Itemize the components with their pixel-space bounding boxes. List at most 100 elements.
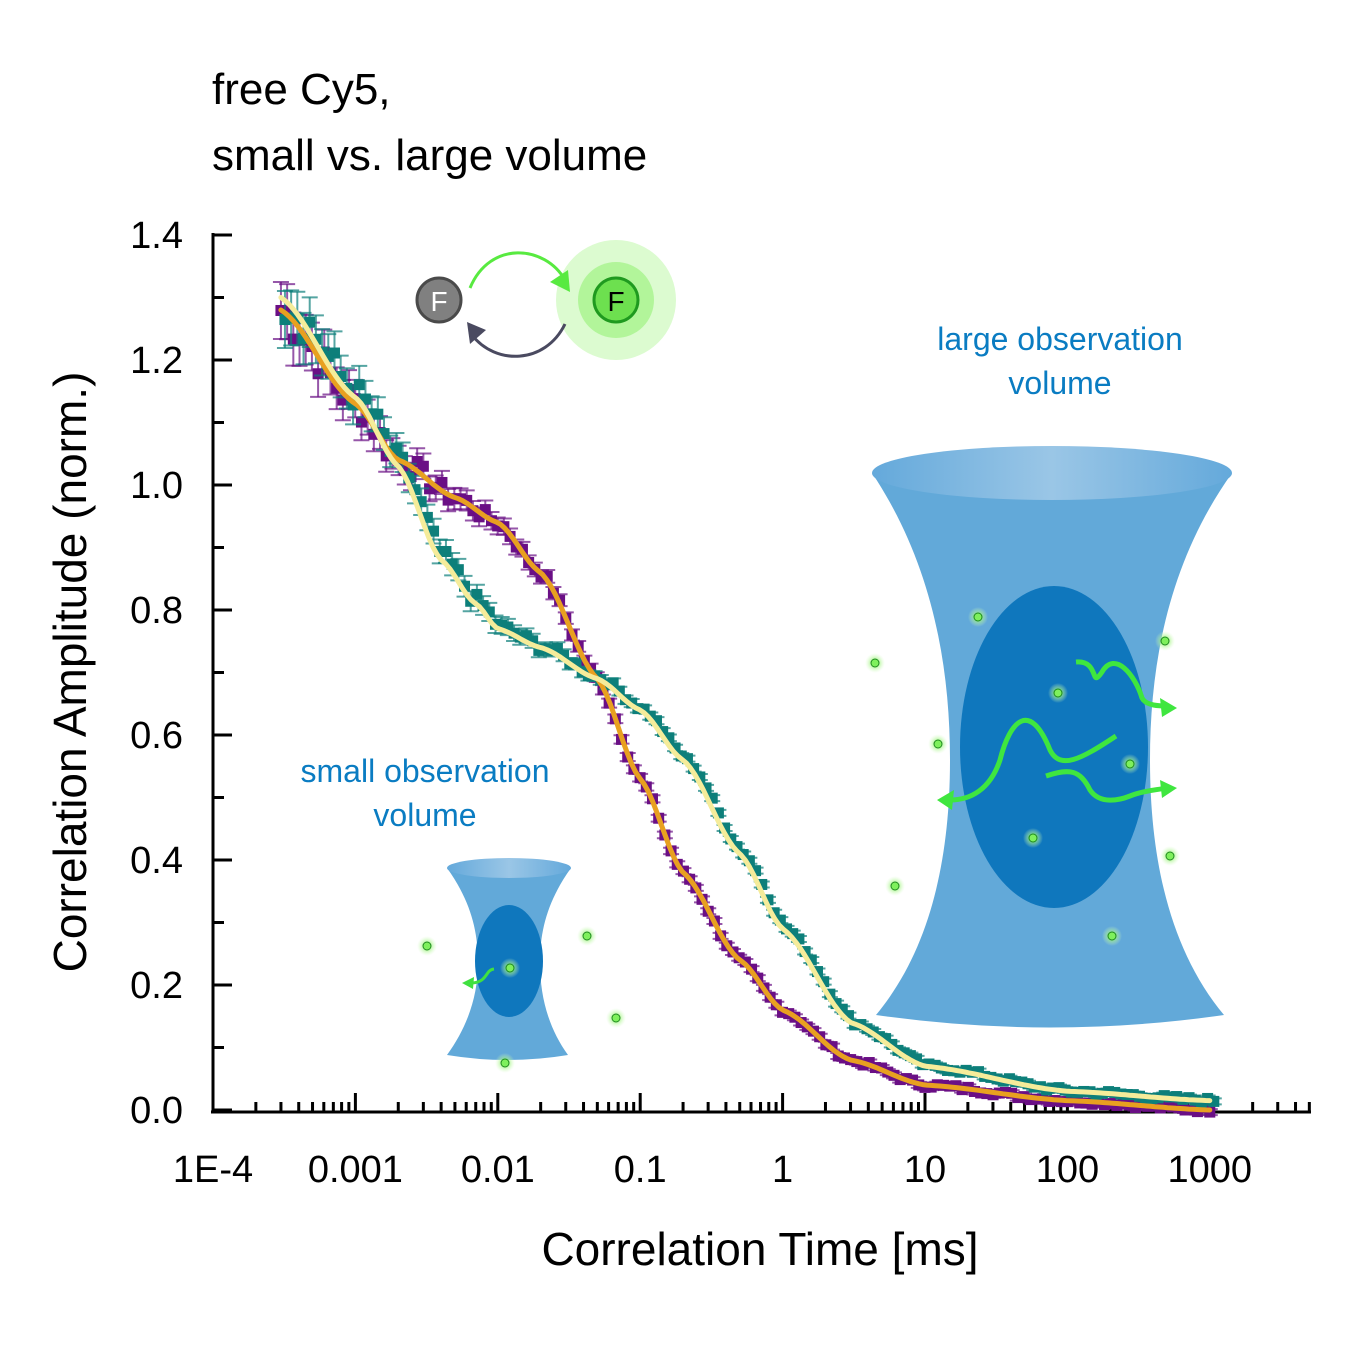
data-point <box>663 732 675 744</box>
data-point <box>467 505 479 517</box>
data-point <box>533 644 545 656</box>
large-arrowhead-3 <box>1160 780 1177 798</box>
fluorophore-molecule-core <box>500 1058 510 1068</box>
data-point <box>409 484 421 496</box>
data-point <box>657 726 669 738</box>
data-point <box>452 564 464 576</box>
large-volume-top <box>872 446 1232 500</box>
fit-line-large-volume <box>278 295 1213 1104</box>
data-point <box>459 580 471 592</box>
fluorophore-molecule-core <box>505 963 515 973</box>
y-axis-title: Correlation Amplitude (norm.) <box>44 372 96 973</box>
fluorophore-molecule-core <box>422 941 432 951</box>
fluorophore-blinking-diagram: F F <box>415 240 676 360</box>
data-point <box>399 464 411 476</box>
large-diffusion-path-3 <box>1045 769 1167 803</box>
x-tick-label: 0.01 <box>461 1149 535 1191</box>
data-point <box>842 1010 854 1022</box>
relaxation-arrow <box>470 323 567 358</box>
data-point <box>440 546 452 558</box>
data-point <box>811 966 823 978</box>
data-point <box>700 782 712 794</box>
y-tick-label: 0.0 <box>130 1090 183 1132</box>
data-point <box>328 347 340 359</box>
fluorophore-bright-icon <box>592 276 640 324</box>
fluorophore-molecule-core <box>611 1013 621 1023</box>
data-point <box>411 455 423 467</box>
large-volume-illustration <box>872 446 1232 1028</box>
large-arrowhead-1 <box>1160 698 1177 717</box>
fluorophore-molecule-core <box>1125 759 1135 769</box>
large-arrowhead-2 <box>937 790 954 810</box>
data-point <box>442 494 454 506</box>
data-point <box>570 658 582 670</box>
fluorophore-bright-label: F <box>607 286 624 317</box>
small-volume-label-line-2: volume <box>373 797 476 833</box>
data-point <box>774 914 786 926</box>
data-point <box>836 1003 848 1015</box>
fluorophore-molecule-core <box>973 612 983 622</box>
fluorophore-dark-label: F <box>430 286 447 317</box>
data-point <box>417 460 429 472</box>
data-point <box>483 606 495 618</box>
data-point <box>880 1033 892 1045</box>
data-point <box>558 649 570 661</box>
data-point <box>756 878 768 890</box>
data-point <box>436 476 448 488</box>
data-point <box>428 525 440 537</box>
data-point <box>502 621 514 633</box>
fit-line-small-volume <box>278 307 1213 1113</box>
data-point <box>492 520 504 532</box>
data-point <box>359 393 371 405</box>
data-point <box>762 894 774 906</box>
y-tick-label: 1.2 <box>130 340 183 382</box>
data-point <box>681 753 693 765</box>
fluorophore-molecule-core <box>1028 833 1038 843</box>
data-point <box>353 379 365 391</box>
data-point <box>397 451 409 463</box>
small-volume-diffusion-arrow <box>471 967 495 985</box>
data-point <box>1208 1095 1220 1107</box>
data-point <box>355 416 367 428</box>
small-volume-top <box>447 858 571 878</box>
data-point <box>496 619 508 631</box>
data-point <box>694 771 706 783</box>
large-volume-label-line-1: large observation <box>937 321 1182 357</box>
data-point <box>473 511 485 523</box>
data-point <box>719 822 731 834</box>
data-point <box>335 371 347 383</box>
data-point <box>415 496 427 508</box>
chart-title-line-1: free Cy5, <box>212 65 391 114</box>
data-point <box>446 558 458 570</box>
data-point <box>743 855 755 867</box>
data-point <box>972 1066 984 1078</box>
data-point <box>471 588 483 600</box>
data-point <box>750 865 762 877</box>
y-tick-label: 0.6 <box>130 715 183 757</box>
fluorophore-molecule-core <box>582 931 592 941</box>
data-point <box>911 1053 923 1065</box>
data-point <box>535 571 547 583</box>
data-point <box>372 408 384 420</box>
fluorophore-molecule-core <box>890 881 900 891</box>
data-point <box>793 933 805 945</box>
large-diffusion-path-1 <box>1075 659 1169 709</box>
data-point <box>337 394 349 406</box>
x-tick-label: 0.001 <box>308 1149 403 1191</box>
data-point <box>424 483 436 495</box>
x-axis-title: Correlation Time [ms] <box>541 1223 978 1275</box>
series-layer <box>272 280 1222 1118</box>
data-point <box>368 428 380 440</box>
x-tick-label: 1000 <box>1168 1149 1253 1191</box>
data-point <box>706 792 718 804</box>
data-point <box>378 428 390 440</box>
excitation-arrow <box>468 251 567 289</box>
fluorophore-dark-icon <box>415 276 463 324</box>
data-point <box>650 715 662 727</box>
y-tick-label: 0.4 <box>130 840 183 882</box>
data-point <box>287 333 299 345</box>
x-tick-label: 10 <box>904 1149 946 1191</box>
data-point <box>421 511 433 523</box>
large-volume-focus <box>960 586 1148 908</box>
